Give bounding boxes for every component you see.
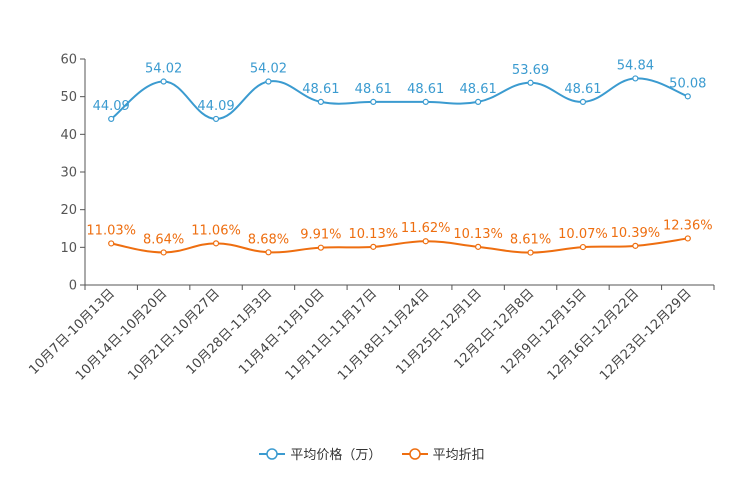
point-price-4 — [317, 98, 324, 106]
data-label-price-8: 53.69 — [512, 63, 549, 78]
data-label-price-7: 48.61 — [460, 82, 497, 97]
data-label-discount-7: 10.13% — [453, 227, 503, 242]
point-discount-2 — [212, 240, 220, 247]
y-tick-label-5: 50 — [60, 90, 77, 105]
legend-discount-label: 平均折扣 — [432, 448, 485, 463]
point-discount-10 — [632, 242, 639, 249]
data-label-discount-5: 10.13% — [349, 227, 399, 242]
legend-item-price[interactable]: 平均价格（万） — [259, 444, 381, 463]
data-label-price-3: 54.02 — [250, 62, 287, 77]
data-label-price-6: 48.61 — [407, 82, 444, 97]
legend-discount-marker-icon — [401, 447, 428, 460]
point-price-1 — [160, 78, 167, 85]
data-label-discount-6: 11.62% — [401, 221, 451, 236]
x-tick-label-5: 11月11日-11月17日 — [283, 286, 380, 383]
legend-price-marker-icon — [259, 447, 286, 460]
point-price-3 — [265, 78, 272, 85]
point-discount-3 — [265, 249, 272, 256]
point-discount-11 — [684, 235, 691, 242]
point-price-7 — [475, 98, 482, 106]
point-discount-1 — [160, 249, 167, 256]
y-tick-label-2: 20 — [60, 203, 77, 218]
data-label-price-11: 50.08 — [669, 76, 706, 91]
series-line-discount — [111, 237, 688, 254]
point-price-8 — [527, 79, 534, 86]
data-label-price-9: 48.61 — [564, 82, 601, 97]
data-label-discount-9: 10.07% — [558, 227, 608, 242]
series-line-price — [110, 77, 689, 120]
data-label-discount-2: 11.06% — [191, 223, 241, 238]
data-label-discount-10: 10.39% — [611, 226, 661, 241]
y-tick-label-0: 0 — [69, 279, 77, 294]
data-label-price-1: 54.02 — [145, 62, 182, 77]
point-price-5 — [370, 98, 377, 106]
x-tick-label-11: 12月23日-12月29日 — [597, 286, 694, 383]
data-label-price-2: 44.09 — [197, 99, 234, 114]
point-discount-5 — [370, 243, 377, 250]
point-price-2 — [212, 115, 220, 123]
x-tick-label-6: 11月18日-11月24日 — [335, 286, 432, 383]
data-label-discount-4: 9.91% — [300, 228, 341, 243]
data-label-price-0: 44.09 — [93, 99, 130, 114]
y-tick-label-6: 60 — [60, 53, 77, 68]
point-discount-7 — [475, 243, 482, 250]
data-label-discount-11: 12.36% — [663, 218, 713, 233]
point-discount-8 — [527, 249, 534, 256]
line-chart: 010203040506010月7日-10月13日10月14日-10月20日10… — [26, 53, 715, 384]
y-tick-label-1: 10 — [60, 241, 77, 256]
point-price-6 — [422, 98, 429, 106]
y-tick-label-3: 30 — [60, 166, 77, 181]
data-label-discount-0: 11.03% — [86, 223, 136, 238]
data-label-price-10: 54.84 — [617, 58, 654, 73]
legend-price-label: 平均价格（万） — [290, 448, 382, 463]
point-discount-9 — [579, 243, 587, 251]
x-tick-label-2: 10月21日-10月27日 — [125, 286, 222, 383]
x-tick-label-1: 10月14日-10月20日 — [73, 286, 170, 383]
data-label-discount-3: 8.68% — [248, 232, 289, 247]
data-label-price-5: 48.61 — [355, 82, 392, 97]
point-price-0 — [108, 115, 115, 123]
legend: 平均价格（万） 平均折扣 — [0, 444, 744, 464]
point-price-10 — [632, 75, 639, 82]
data-label-discount-1: 8.64% — [143, 232, 184, 247]
data-label-discount-8: 8.61% — [510, 233, 551, 248]
point-discount-4 — [317, 244, 324, 251]
x-tick-label-10: 12月16日-12月22日 — [545, 286, 642, 383]
point-price-11 — [684, 93, 691, 100]
point-price-9 — [579, 98, 587, 106]
point-discount-6 — [422, 238, 429, 245]
y-tick-label-4: 40 — [60, 128, 77, 143]
point-discount-0 — [108, 240, 115, 247]
data-label-price-4: 48.61 — [302, 82, 339, 97]
legend-item-discount[interactable]: 平均折扣 — [401, 444, 485, 463]
x-tick-label-0: 10月7日-10月13日 — [26, 286, 118, 378]
